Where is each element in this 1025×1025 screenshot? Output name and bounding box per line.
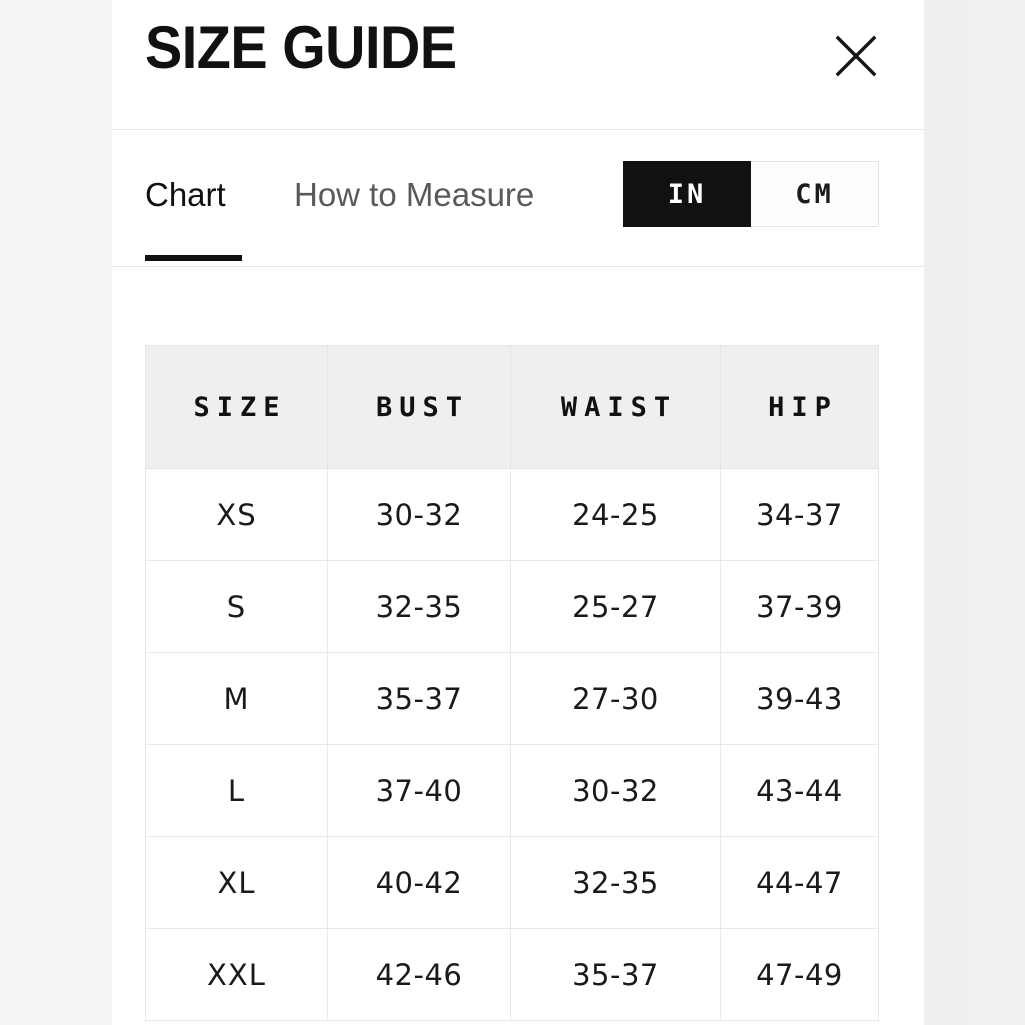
column-header-waist: WAIST: [510, 345, 721, 469]
cell-size: XXL: [145, 928, 328, 1021]
unit-toggle: IN CM: [623, 161, 879, 227]
cell-bust: 42-46: [327, 928, 511, 1021]
cell-waist: 24-25: [510, 468, 721, 561]
tab-chart[interactable]: Chart: [145, 176, 226, 213]
cell-hip: 37-39: [720, 560, 879, 653]
unit-option-cm[interactable]: CM: [751, 161, 879, 227]
cell-bust: 32-35: [327, 560, 511, 653]
table-header-row: SIZE BUST WAIST HIP: [145, 345, 879, 469]
size-guide-modal: SIZE GUIDE Chart How to Measure IN CM: [112, 0, 924, 1025]
cell-size: XL: [145, 836, 328, 929]
cell-bust: 30-32: [327, 468, 511, 561]
close-icon: [833, 33, 879, 79]
column-header-size: SIZE: [145, 345, 328, 469]
cell-hip: 47-49: [720, 928, 879, 1021]
cell-hip: 39-43: [720, 652, 879, 745]
cell-waist: 25-27: [510, 560, 721, 653]
cell-waist: 35-37: [510, 928, 721, 1021]
cell-waist: 32-35: [510, 836, 721, 929]
cell-bust: 35-37: [327, 652, 511, 745]
page-title: SIZE GUIDE: [145, 14, 457, 81]
column-header-hip: HIP: [720, 345, 879, 469]
size-chart-container: SIZE BUST WAIST HIP XS 30-32 24-25 34-37…: [145, 345, 879, 1021]
column-header-bust: BUST: [327, 345, 511, 469]
table-row: M 35-37 27-30 39-43: [145, 652, 879, 745]
cell-waist: 27-30: [510, 652, 721, 745]
tab-bar: Chart How to Measure IN CM: [112, 130, 924, 267]
cell-hip: 34-37: [720, 468, 879, 561]
cell-size: M: [145, 652, 328, 745]
cell-bust: 40-42: [327, 836, 511, 929]
unit-option-in[interactable]: IN: [623, 161, 751, 227]
cell-size: XS: [145, 468, 328, 561]
tab-how-to-measure[interactable]: How to Measure: [294, 176, 535, 213]
size-chart-table: SIZE BUST WAIST HIP XS 30-32 24-25 34-37…: [145, 345, 879, 1021]
cell-size: S: [145, 560, 328, 653]
table-row: XXL 42-46 35-37 47-49: [145, 928, 879, 1021]
table-row: XL 40-42 32-35 44-47: [145, 836, 879, 929]
table-row: S 32-35 25-27 37-39: [145, 560, 879, 653]
cell-bust: 37-40: [327, 744, 511, 837]
close-button[interactable]: [833, 33, 879, 79]
cell-size: L: [145, 744, 328, 837]
cell-waist: 30-32: [510, 744, 721, 837]
table-row: L 37-40 30-32 43-44: [145, 744, 879, 837]
active-tab-underline: [145, 255, 242, 261]
modal-header: SIZE GUIDE: [112, 0, 924, 130]
cell-hip: 44-47: [720, 836, 879, 929]
table-row: XS 30-32 24-25 34-37: [145, 468, 879, 561]
cell-hip: 43-44: [720, 744, 879, 837]
